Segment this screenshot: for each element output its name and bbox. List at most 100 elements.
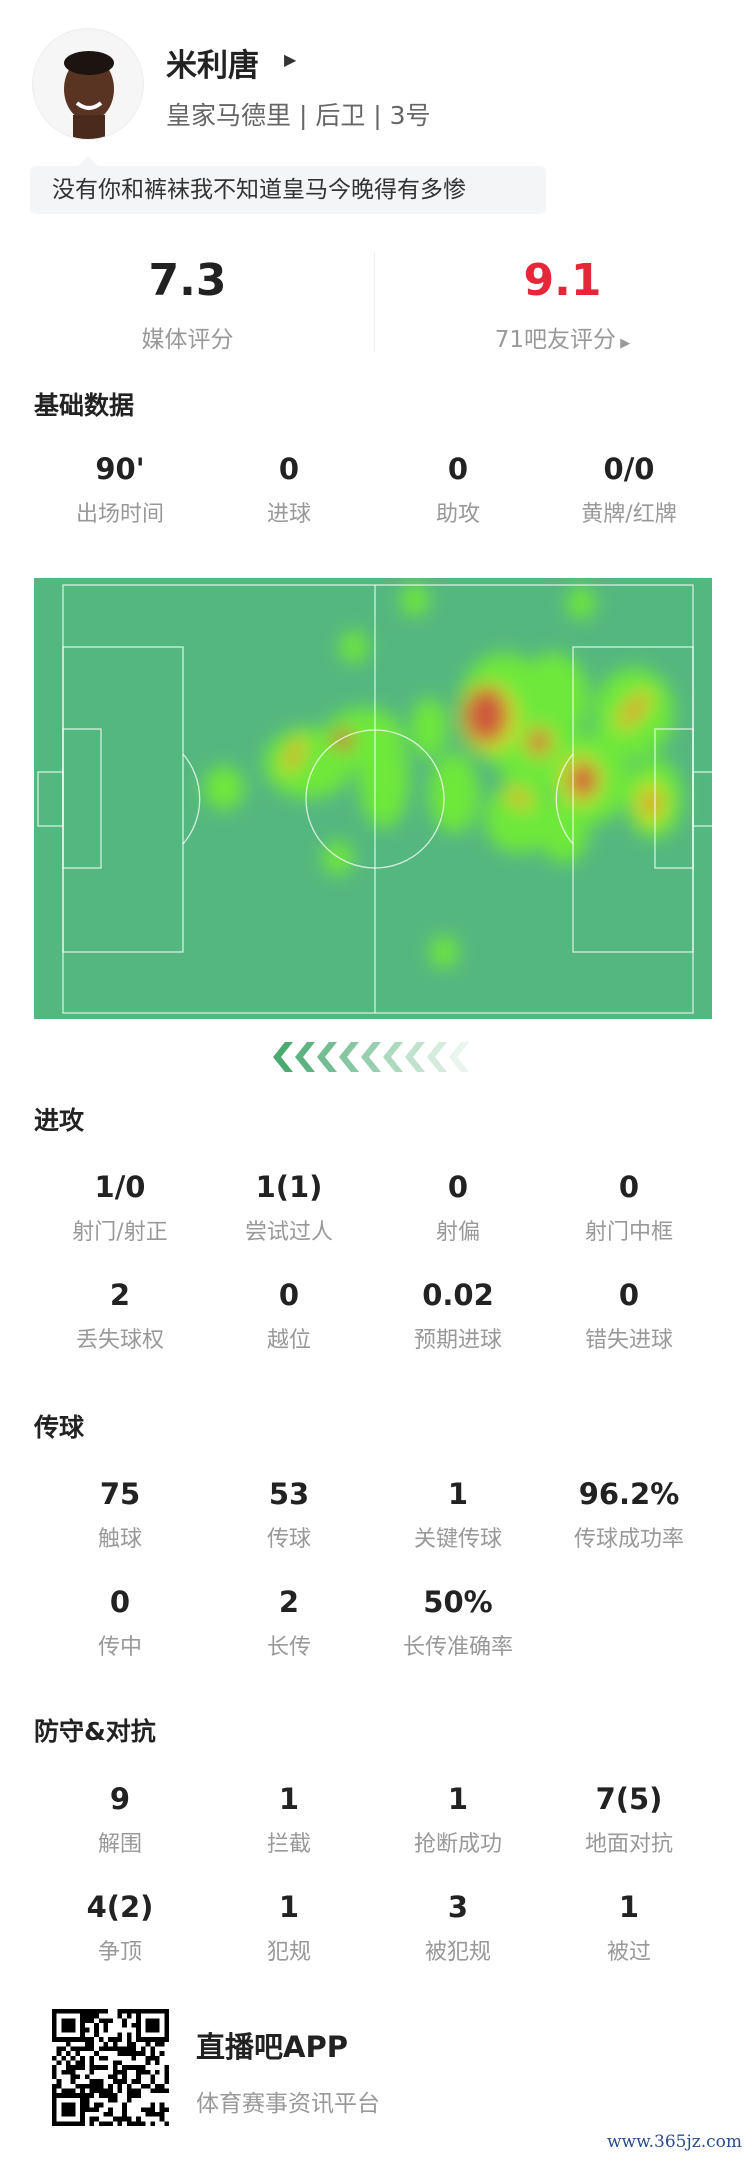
stat-defense: 3 被犯规 [374,1890,542,1966]
chevron-left-icon [449,1042,469,1072]
stat-label: 黄牌/红牌 [581,502,677,527]
player-avatar [32,28,144,140]
stat-value: 96.2% [578,1477,680,1511]
heat-blob [411,698,447,758]
section-title-passing: 传球 [34,1413,85,1442]
stat-defense: 9 解围 [36,1782,204,1858]
stat-basic: 0 进球 [205,452,373,528]
app-name: 直播吧APP [196,2030,348,2064]
stat-basic: 90' 出场时间 [36,452,204,528]
stat-label: 争顶 [97,1940,142,1965]
chevron-left-icon [273,1042,293,1072]
stat-value: 1 [278,1890,300,1924]
stat-basic: 0 助攻 [374,452,542,528]
heat-blob [643,792,659,814]
player-team-line: 皇家马德里 | 后卫 | 3号 [166,101,431,130]
stat-value: 0.02 [422,1278,494,1312]
heat-blob [430,936,458,968]
stat-value: 1 [447,1477,469,1511]
heat-blob [359,728,409,828]
stat-attack: 0 越位 [205,1278,373,1354]
stat-attack: 1(1) 尝试过人 [205,1170,373,1246]
heat-blob [621,695,647,725]
heat-blob [484,783,554,853]
stat-value: 0 [618,1170,640,1204]
stat-label: 被过 [606,1940,651,1965]
heat-blob [510,791,528,805]
chevron-left-icon [405,1042,425,1072]
heat-blob [204,766,244,810]
heatmap-layer [204,584,682,968]
heat-blob [567,587,595,619]
stat-label: 被犯规 [424,1940,491,1965]
stat-passing: 50% 长传准确率 [374,1585,542,1661]
stat-label: 犯规 [266,1940,311,1965]
media-rating: 7.3 [148,255,227,306]
chevron-left-icon [361,1042,381,1072]
stat-passing: 2 长传 [205,1585,373,1661]
heat-blob [569,763,597,797]
stat-value: 2 [109,1278,131,1312]
stat-label: 长传 [266,1635,311,1660]
stat-label: 丢失球权 [75,1328,164,1353]
stat-passing: 96.2% 传球成功率 [545,1477,713,1553]
stat-value: 3 [447,1890,469,1924]
stat-value: 53 [268,1477,310,1511]
stat-passing: 0 传中 [36,1585,204,1661]
stat-value: 0 [278,1278,300,1312]
stat-defense: 1 被过 [545,1890,713,1966]
stat-value: 1 [618,1890,640,1924]
stat-value: 1 [278,1782,300,1816]
stat-label: 进球 [266,502,311,527]
stat-label: 传中 [97,1635,142,1660]
stat-label: 拦截 [266,1832,311,1857]
stat-label: 错失进球 [584,1328,673,1353]
chevron-left-icon [427,1042,447,1072]
stat-value: 0/0 [603,452,655,486]
stat-basic: 0/0 黄牌/红牌 [545,452,713,528]
stat-attack: 0.02 预期进球 [374,1278,542,1354]
stat-value: 50% [423,1585,493,1619]
stat-label: 助攻 [435,502,480,527]
chevron-left-icon [383,1042,403,1072]
caret-right-icon[interactable]: ▶ [284,50,297,69]
fan-rating-link[interactable]: 71吧友评分 ▶ [375,320,750,354]
pitch-lines [37,584,719,1014]
stat-attack: 0 射偏 [374,1170,542,1246]
section-title-attack: 进攻 [34,1106,85,1135]
stat-defense: 1 犯规 [205,1890,373,1966]
stat-value: 0 [618,1278,640,1312]
stat-label: 出场时间 [75,502,164,527]
stat-label: 长传准确率 [402,1635,513,1660]
section-title-defense: 防守&对抗 [34,1717,156,1746]
heat-blob [333,730,353,750]
stat-passing: 1 关键传球 [374,1477,542,1553]
watermark: www.365jz.com [607,2132,742,2152]
fan-comment: 没有你和裤袜我不知道皇马今晚得有多惨 [30,156,546,214]
stat-passing: 75 触球 [36,1477,204,1553]
rating-divider [374,252,375,352]
stat-label: 触球 [97,1527,142,1552]
stat-defense: 4(2) 争顶 [36,1890,204,1966]
stat-attack: 0 射门中框 [545,1170,713,1246]
stat-value: 75 [99,1477,141,1511]
stat-label: 传球成功率 [573,1527,684,1552]
stat-label: 关键传球 [413,1527,502,1552]
stat-value: 0 [447,1170,469,1204]
stat-defense: 1 抢断成功 [374,1782,542,1858]
player-name[interactable]: 米利唐 [166,48,259,84]
caret-right-icon: ▶ [616,336,631,351]
stat-label: 射偏 [435,1220,480,1245]
stat-label: 抢断成功 [413,1832,502,1857]
player-photo-icon [64,51,114,139]
stat-value: 0 [109,1585,131,1619]
attack-direction-arrows [273,1042,469,1072]
stat-value: 1 [447,1782,469,1816]
stat-value: 4(2) [86,1890,154,1924]
stat-attack: 0 错失进球 [545,1278,713,1354]
media-rating-label: 媒体评分 [141,327,234,353]
stat-value: 90' [95,452,145,486]
fan-rating-label: 71吧友评分 [494,327,617,353]
stat-value: 0 [447,452,469,486]
app-slogan: 体育赛事资讯平台 [196,2091,380,2117]
